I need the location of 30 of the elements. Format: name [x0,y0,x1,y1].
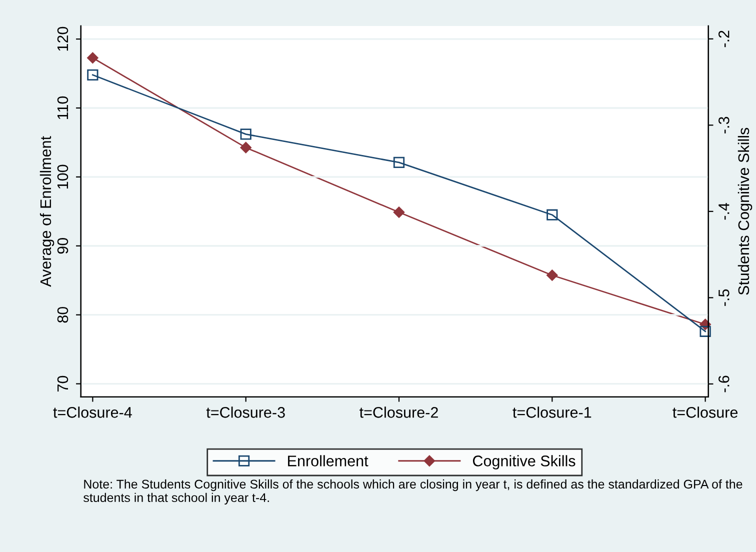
point [240,142,252,154]
y2-tick-label: -.2 [718,30,730,48]
y-tick-label: 110 [57,96,68,120]
point [393,156,405,168]
y2-tick-label: -.5 [718,289,730,306]
point [240,128,252,140]
text: Note: The Students Cognitive Skills of the schools which are closing in year t, is defined as the standardized GPA of the students in that school in year t-4. [84,479,742,505]
y2-tick-label: -.6 [718,376,730,392]
point [87,69,98,80]
y-tick-label: 80 [57,306,68,323]
point [546,270,558,281]
point [393,206,405,218]
y2-tick-label: -.3 [718,116,730,134]
y-tick-label: 100 [57,164,68,189]
y-tick-label: 120 [57,26,68,51]
point [87,52,98,64]
y-axis-title: Average of Enrollment [40,136,54,287]
x-tick-label: t=Closure [672,406,738,418]
point [546,209,558,220]
y-tick-label: 70 [57,376,68,392]
x-tick-label: t=Closure-4 [53,406,132,418]
legend-label: Cognitive Skills [472,455,576,470]
y2-axis-title: Students Cognitive Skills [738,128,752,295]
y-tick-label: 90 [57,238,68,254]
y2-tick-label: -.4 [718,202,730,220]
point [700,326,711,337]
x-tick-label: t=Closure-3 [206,406,285,418]
x-tick-label: t=Closure-1 [512,406,592,418]
legend-label: Enrollement [288,455,368,466]
x-tick-label: t=Closure-2 [360,406,438,418]
